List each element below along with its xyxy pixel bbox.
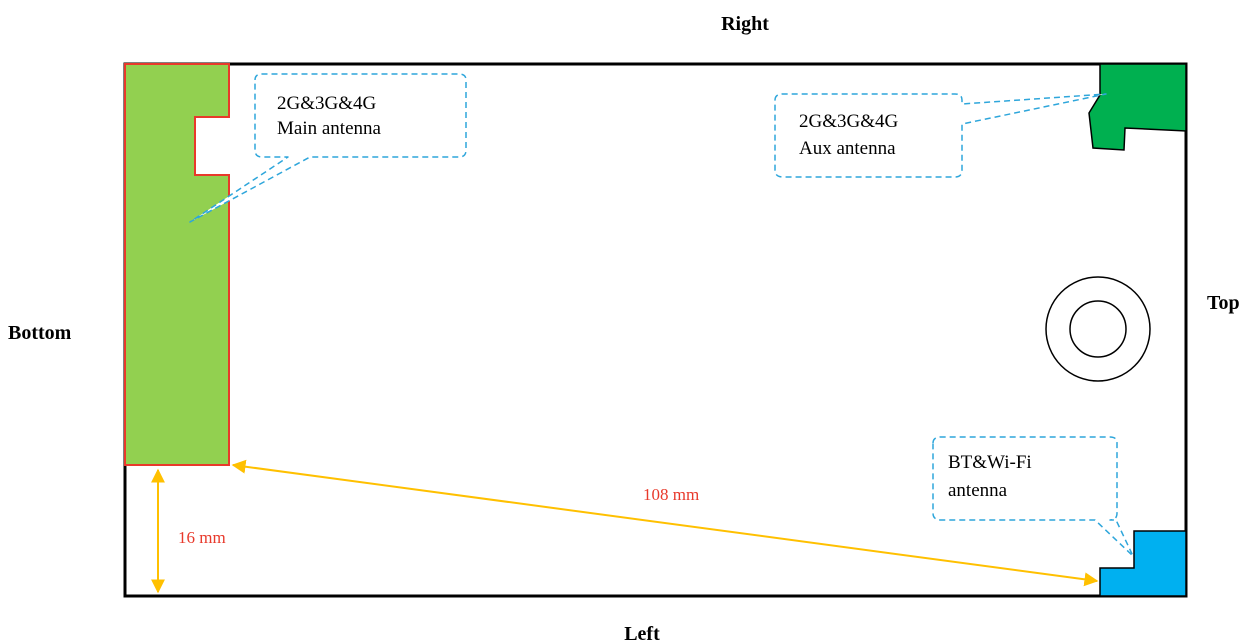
main-antenna-label-line1: 2G&3G&4G (277, 93, 377, 114)
vertical-dimension-label: 16 mm (178, 528, 226, 547)
label-bottom: Bottom (8, 322, 72, 344)
main-antenna-label-line2: Main antenna (277, 118, 382, 139)
camera-outer-circle (1045, 276, 1151, 382)
aux-antenna-label-line1: 2G&3G&4G (799, 111, 899, 132)
aux-antenna-callout: 2G&3G&4G Aux antenna (774, 93, 1107, 178)
aux-antenna-label-line2: Aux antenna (799, 138, 896, 159)
bt-wifi-antenna-shape (1099, 530, 1187, 597)
aux-antenna-shape (1088, 63, 1187, 151)
label-left: Left (624, 623, 660, 642)
main-antenna-shape (124, 63, 230, 466)
label-top: Top (1207, 292, 1240, 314)
bt-wifi-antenna-label-line1: BT&Wi-Fi (948, 452, 1032, 473)
diagonal-dimension-arrow (231, 459, 1099, 587)
bt-wifi-antenna-label-line2: antenna (948, 480, 1008, 501)
main-antenna-callout: 2G&3G&4G Main antenna (189, 73, 467, 223)
camera-inner-circle (1069, 300, 1127, 358)
diagonal-dimension-label: 108 mm (643, 485, 699, 504)
label-right: Right (721, 13, 769, 35)
